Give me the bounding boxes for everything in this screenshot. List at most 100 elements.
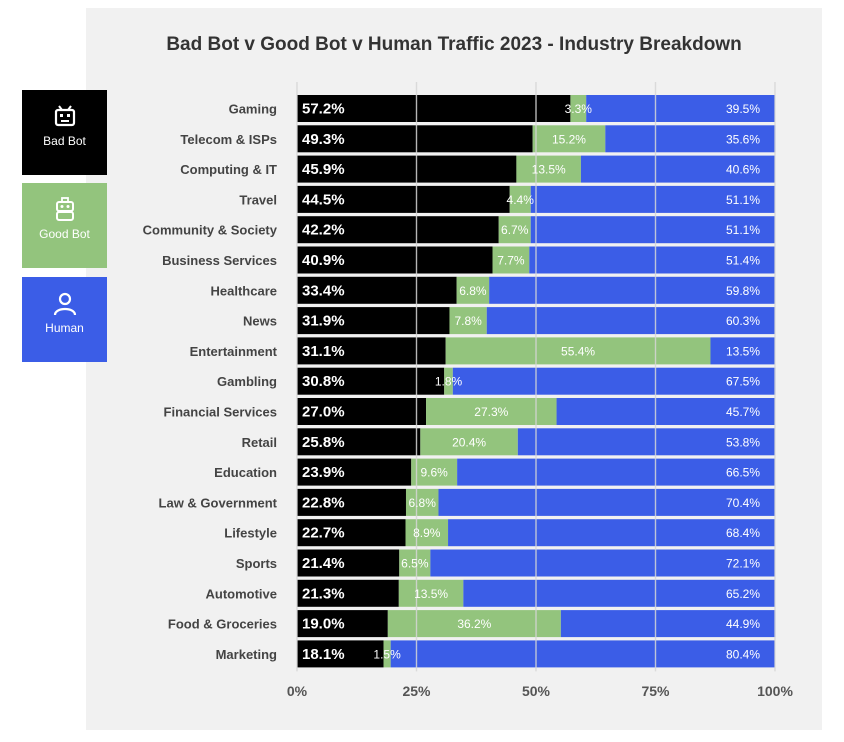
- data-label: 45.9%: [302, 161, 345, 178]
- bar-segment: [390, 640, 775, 668]
- bar-segment: [411, 458, 458, 486]
- bar-segment: [560, 610, 776, 638]
- data-label: 15.2%: [552, 132, 586, 146]
- bar-segment: [297, 276, 457, 304]
- bar-segment: [297, 579, 399, 607]
- bar-segment: [297, 519, 406, 547]
- legend-label: Human: [45, 321, 84, 335]
- x-tick-label: 100%: [757, 683, 793, 699]
- human-icon: [53, 292, 76, 316]
- bar-segment: [498, 216, 531, 244]
- bar-segment: [530, 216, 775, 244]
- category-label: Education: [214, 465, 277, 480]
- data-label: 51.1%: [726, 223, 760, 237]
- bar-segment: [383, 640, 391, 668]
- bar-segment: [532, 125, 606, 153]
- data-label: 66.5%: [726, 466, 760, 480]
- data-label: 21.4%: [302, 555, 345, 572]
- bars: [297, 95, 776, 668]
- category-label: Community & Society: [143, 223, 278, 238]
- data-label: 49.3%: [302, 131, 345, 148]
- bar-segment: [297, 337, 446, 365]
- bar-segment: [426, 398, 557, 425]
- bar-segment: [530, 185, 775, 213]
- category-label: Gambling: [217, 374, 277, 389]
- data-label: 6.8%: [409, 496, 437, 510]
- bar-segment: [448, 519, 775, 547]
- data-label: 8.9%: [413, 526, 441, 540]
- x-tick-label: 0%: [287, 683, 308, 699]
- bar-segment: [297, 428, 421, 456]
- bar-segment: [430, 549, 775, 577]
- category-label: Law & Government: [159, 495, 278, 510]
- data-label: 18.1%: [302, 646, 345, 663]
- bar-segment: [489, 276, 775, 304]
- data-label: 9.6%: [421, 466, 449, 480]
- data-label: 7.7%: [497, 254, 525, 268]
- bar-segment: [486, 307, 775, 335]
- data-label: 59.8%: [726, 284, 760, 298]
- data-label: 35.6%: [726, 132, 760, 146]
- bar-segment: [492, 246, 530, 274]
- data-label: 60.3%: [726, 314, 760, 328]
- bar-segment: [580, 155, 775, 183]
- category-label: Gaming: [229, 102, 277, 117]
- data-label: 21.3%: [302, 585, 345, 602]
- legend-bad-bot: Bad Bot: [22, 90, 107, 175]
- category-label: Business Services: [162, 253, 277, 268]
- data-label: 13.5%: [726, 344, 760, 358]
- gridlines: [296, 82, 776, 672]
- category-label: Entertainment: [190, 344, 278, 359]
- bar-segment: [405, 488, 439, 516]
- data-label: 25.8%: [302, 434, 345, 451]
- data-label: 51.4%: [726, 254, 760, 268]
- legend-human: Human: [22, 277, 107, 362]
- data-label: 39.5%: [726, 102, 760, 116]
- data-label: 40.9%: [302, 252, 345, 269]
- data-label: 72.1%: [726, 557, 760, 571]
- bar-segment: [449, 307, 487, 335]
- data-label: 23.9%: [302, 464, 345, 481]
- data-label: 22.8%: [302, 494, 345, 511]
- data-label: 44.9%: [726, 617, 760, 631]
- bar-segment: [297, 610, 388, 638]
- category-label: Food & Groceries: [168, 617, 277, 632]
- bar-segment: [297, 246, 493, 274]
- bar-segment: [297, 458, 412, 486]
- bar-segment: [297, 367, 445, 395]
- data-label: 4.4%: [507, 193, 535, 207]
- bar-segment: [456, 276, 490, 304]
- legend-label: Good Bot: [39, 227, 90, 241]
- data-label: 42.2%: [302, 222, 345, 239]
- data-label: 45.7%: [726, 405, 760, 419]
- bar-segment: [297, 216, 499, 244]
- data-label: 13.5%: [414, 587, 448, 601]
- bar-segment: [297, 398, 427, 425]
- bar-segment: [297, 549, 400, 577]
- category-label: Telecom & ISPs: [180, 132, 277, 147]
- data-label: 67.5%: [726, 375, 760, 389]
- bar-segment: [398, 579, 464, 607]
- data-label: 65.2%: [726, 587, 760, 601]
- bad-bot-icon: [54, 105, 75, 127]
- bar-segment: [586, 95, 775, 122]
- data-label: 6.8%: [459, 284, 487, 298]
- data-label: 53.8%: [726, 435, 760, 449]
- category-label: News: [243, 314, 277, 329]
- bar-segment: [605, 125, 776, 153]
- bar-segment: [445, 337, 711, 365]
- bar-segment: [297, 125, 533, 153]
- data-label: 20.4%: [452, 435, 486, 449]
- data-label: 6.5%: [401, 557, 429, 571]
- bar-segment: [529, 246, 775, 274]
- category-label: Travel: [239, 192, 277, 207]
- x-tick-label: 75%: [641, 683, 670, 699]
- bar-segment: [297, 155, 517, 183]
- bar-segment: [556, 398, 775, 425]
- data-label: 22.7%: [302, 525, 345, 542]
- bar-segment: [457, 458, 775, 486]
- data-label: 33.4%: [302, 282, 345, 299]
- data-label: 3.3%: [565, 102, 593, 116]
- data-label: 68.4%: [726, 526, 760, 540]
- data-label: 1.5%: [373, 647, 401, 661]
